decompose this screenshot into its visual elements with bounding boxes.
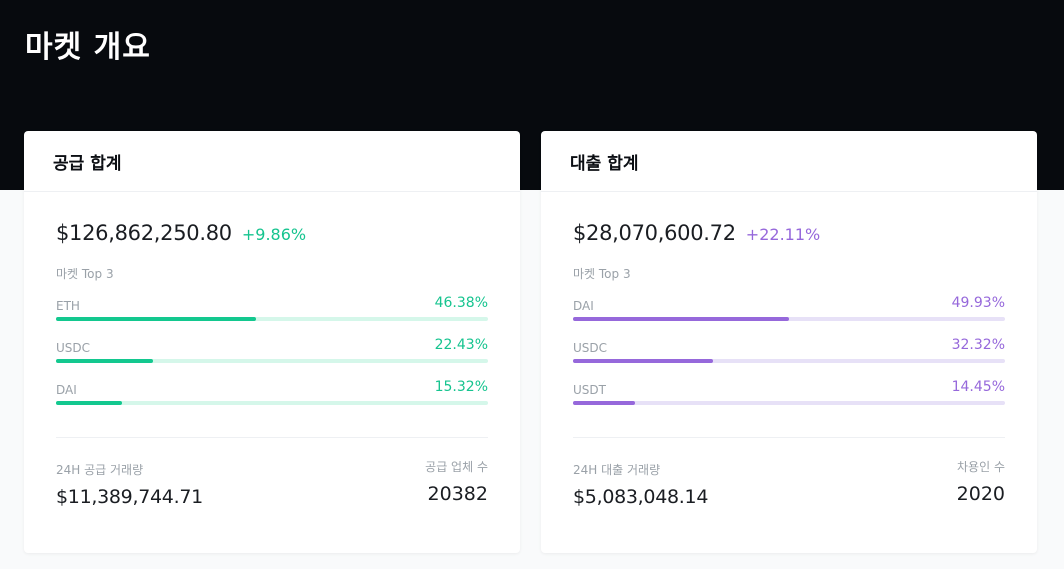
borrower-count-value: 2020 bbox=[956, 483, 1005, 505]
supply-total-change: +9.86% bbox=[241, 225, 307, 244]
borrow-volume-label: 24H 대출 거래량 bbox=[573, 463, 661, 477]
page-title: 마켓 개요 bbox=[25, 30, 151, 65]
supply-volume-value: $11,389,744.71 bbox=[56, 486, 203, 508]
market-name: DAI bbox=[573, 299, 594, 313]
market-row[interactable]: DAI 49.93% bbox=[573, 295, 1005, 324]
market-row[interactable]: USDC 22.43% bbox=[56, 337, 488, 366]
supply-volume-label: 24H 공급 거래량 bbox=[56, 463, 144, 477]
market-percentage: 46.38% bbox=[434, 295, 488, 311]
borrow-volume-value: $5,083,048.14 bbox=[573, 486, 709, 508]
market-share-bar bbox=[56, 317, 488, 321]
market-share-fill bbox=[56, 317, 257, 321]
borrow-top-markets-label: 마켓 Top 3 bbox=[573, 267, 631, 281]
market-share-fill bbox=[573, 401, 636, 405]
market-share-fill bbox=[56, 401, 123, 405]
market-percentage: 32.32% bbox=[951, 337, 1005, 353]
market-share-fill bbox=[573, 317, 789, 321]
market-percentage: 22.43% bbox=[434, 337, 488, 353]
supply-top-markets-label: 마켓 Top 3 bbox=[56, 267, 114, 281]
supplier-count-label: 공급 업체 수 bbox=[425, 460, 488, 474]
market-row[interactable]: USDT 14.45% bbox=[573, 379, 1005, 408]
market-name: ETH bbox=[56, 299, 80, 313]
market-name: USDT bbox=[573, 383, 606, 397]
market-percentage: 49.93% bbox=[951, 295, 1005, 311]
market-name: USDC bbox=[573, 341, 608, 355]
supply-card-title: 공급 합계 bbox=[24, 131, 520, 192]
borrow-summary-card: 대출 합계 $28,070,600.72 +22.11% 마켓 Top 3 DA… bbox=[541, 131, 1037, 553]
supply-summary-card: 공급 합계 $126,862,250.80 +9.86% 마켓 Top 3 ET… bbox=[24, 131, 520, 553]
market-share-bar bbox=[573, 359, 1005, 363]
divider bbox=[56, 437, 488, 438]
market-share-bar bbox=[573, 317, 1005, 321]
borrow-total-value: $28,070,600.72 bbox=[573, 221, 736, 245]
market-share-bar bbox=[56, 401, 488, 405]
divider bbox=[573, 437, 1005, 438]
market-name: USDC bbox=[56, 341, 91, 355]
borrow-card-title: 대출 합계 bbox=[541, 131, 1037, 192]
market-share-fill bbox=[573, 359, 713, 363]
market-row[interactable]: USDC 32.32% bbox=[573, 337, 1005, 366]
supply-total-value: $126,862,250.80 bbox=[56, 221, 232, 245]
borrow-total-change: +22.11% bbox=[745, 225, 821, 244]
market-share-fill bbox=[56, 359, 153, 363]
market-name: DAI bbox=[56, 383, 77, 397]
market-share-bar bbox=[56, 359, 488, 363]
market-percentage: 14.45% bbox=[951, 379, 1005, 395]
supplier-count-value: 20382 bbox=[427, 483, 488, 505]
borrow-top-markets-list: DAI 49.93% USDC 32.32% USDT 14.45% bbox=[573, 295, 1005, 408]
supply-top-markets-list: ETH 46.38% USDC 22.43% DAI 15.32% bbox=[56, 295, 488, 408]
market-percentage: 15.32% bbox=[434, 379, 488, 395]
market-row[interactable]: DAI 15.32% bbox=[56, 379, 488, 408]
market-share-bar bbox=[573, 401, 1005, 405]
market-row[interactable]: ETH 46.38% bbox=[56, 295, 488, 324]
borrower-count-label: 차용인 수 bbox=[957, 460, 1005, 474]
